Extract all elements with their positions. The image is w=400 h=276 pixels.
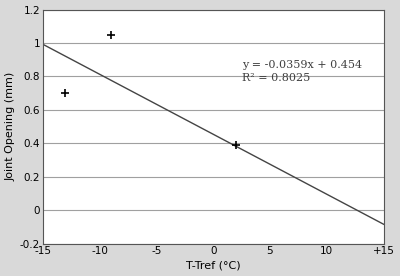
- Text: y = -0.0359x + 0.454: y = -0.0359x + 0.454: [242, 60, 362, 70]
- Y-axis label: Joint Opening (mm): Joint Opening (mm): [6, 72, 16, 181]
- Point: [62, 91, 69, 95]
- X-axis label: T-Tref (°C): T-Tref (°C): [186, 261, 240, 270]
- Point: [233, 143, 239, 147]
- Point: [108, 32, 114, 37]
- Text: R² = 0.8025: R² = 0.8025: [242, 73, 310, 83]
